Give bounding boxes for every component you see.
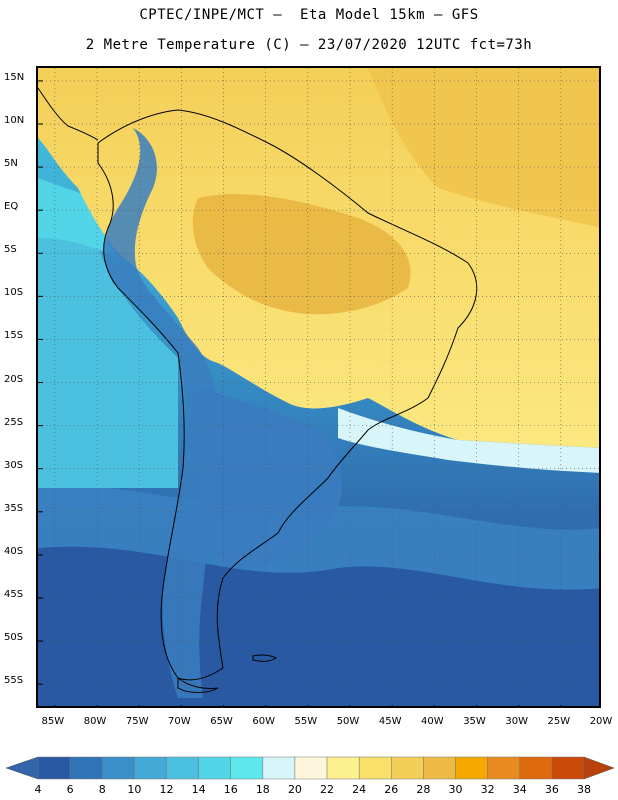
longitude-label: 70W: [168, 716, 191, 727]
hot-north-ocean: [368, 68, 599, 228]
colorbar-tick-label: 4: [34, 783, 42, 796]
colorbar-tick-label: 8: [98, 783, 106, 796]
colorbar-swatch: [262, 756, 296, 780]
latitude-label: 25S: [4, 416, 24, 428]
colorbar-tick-label: 10: [127, 783, 142, 796]
longitude-label: 35W: [463, 716, 486, 727]
latitude-label: 55S: [4, 675, 24, 687]
colorbar-swatch: [101, 756, 135, 780]
longitude-label: 85W: [41, 716, 65, 727]
colorbar-swatch: [358, 756, 392, 780]
colorbar-swatch: [230, 756, 264, 780]
colorbar-swatch: [455, 756, 488, 780]
colorbar-tick-label: 6: [66, 783, 74, 796]
latitude-label: 10N: [4, 115, 25, 126]
colorbar-swatch: [487, 756, 521, 780]
colorbar-tick-label: 14: [191, 783, 206, 796]
longitude-label: 75W: [125, 716, 149, 727]
colorbar-tick-label: 32: [480, 783, 495, 796]
latitude-label: 30S: [4, 459, 24, 471]
chart-title: CPTEC/INPE/MCT – Eta Model 15km – GFS: [139, 7, 479, 23]
longitude-label: 65W: [210, 716, 233, 727]
colorbar-tick-label: 30: [448, 783, 463, 796]
colorbar-under-arrow: [5, 756, 39, 780]
latitude-label: 35S: [4, 502, 24, 514]
colorbar-tick-label: 38: [577, 783, 591, 796]
longitude-label: 80W: [83, 716, 107, 727]
colorbar-tick-label: 28: [416, 783, 431, 796]
map-frame: [36, 66, 601, 708]
latitude-label: 15N: [4, 71, 25, 83]
latitude-label: 5N: [4, 158, 18, 170]
pale-transition-band: [338, 408, 599, 473]
colorbar-tick-label: 20: [287, 783, 302, 796]
latitude-label: 20S: [4, 373, 24, 385]
graticule: [38, 68, 599, 706]
south-america-coastline: [97, 109, 478, 681]
latitude-label: EQ: [4, 201, 19, 213]
colorbar-swatch: [69, 756, 103, 780]
latitude-label: 15S: [4, 330, 24, 342]
longitude-label: 55W: [294, 716, 318, 727]
latitude-label: 10S: [4, 287, 24, 299]
colorbar-swatch: [423, 756, 456, 780]
hot-amazon-area: [192, 194, 411, 315]
longitude-label: 45W: [378, 716, 402, 727]
colorbar-swatch: [519, 756, 553, 780]
longitude-label: 40W: [421, 716, 444, 727]
colorbar-swatch: [391, 756, 424, 780]
colorbar-tick-label: 18: [255, 783, 270, 796]
pacific-light-band: [38, 178, 118, 258]
argentina-cool-area: [197, 388, 342, 569]
colorbar-swatch: [166, 756, 199, 780]
colorbar-tick-label: 24: [352, 783, 367, 796]
latitude-label: 45S: [4, 588, 24, 600]
colorbar-tick-label: 22: [320, 783, 335, 796]
longitude-label: 60W: [252, 716, 275, 727]
colorbar-tick-label: 12: [159, 783, 174, 796]
colorbar-tick-label: 34: [512, 783, 527, 796]
temperature-map: [38, 68, 599, 706]
latitude-label: 50S: [4, 632, 24, 644]
falkland-islands: [252, 654, 277, 662]
andes-cold-strip: [103, 128, 220, 698]
colorbar: [5, 756, 615, 780]
colorbar-tick-label: 26: [384, 783, 399, 796]
colorbar-swatch: [326, 756, 360, 780]
colorbar-tick-label: 16: [223, 783, 238, 796]
longitude-label: 25W: [547, 716, 571, 727]
longitude-label: 50W: [336, 716, 360, 727]
chart-subtitle: 2 Metre Temperature (C) – 23/07/2020 12U…: [85, 37, 533, 53]
colorbar-swatch: [551, 756, 585, 780]
longitude-label: 30W: [505, 716, 528, 727]
colorbar-swatch: [134, 756, 167, 780]
colorbar-swatch: [294, 756, 328, 780]
pacific-cyan-band: [38, 218, 178, 488]
colorbar-swatch: [198, 756, 231, 780]
longitude-label: 20W: [589, 716, 613, 727]
central-america-coastline: [38, 87, 99, 141]
colorbar-over-arrow: [583, 756, 615, 780]
colorbar-swatch: [37, 756, 71, 780]
tierra-del-fuego: [177, 676, 219, 693]
latitude-label: 5S: [4, 244, 17, 256]
latitude-label: 40S: [4, 545, 24, 557]
colorbar-tick-label: 36: [544, 783, 559, 796]
